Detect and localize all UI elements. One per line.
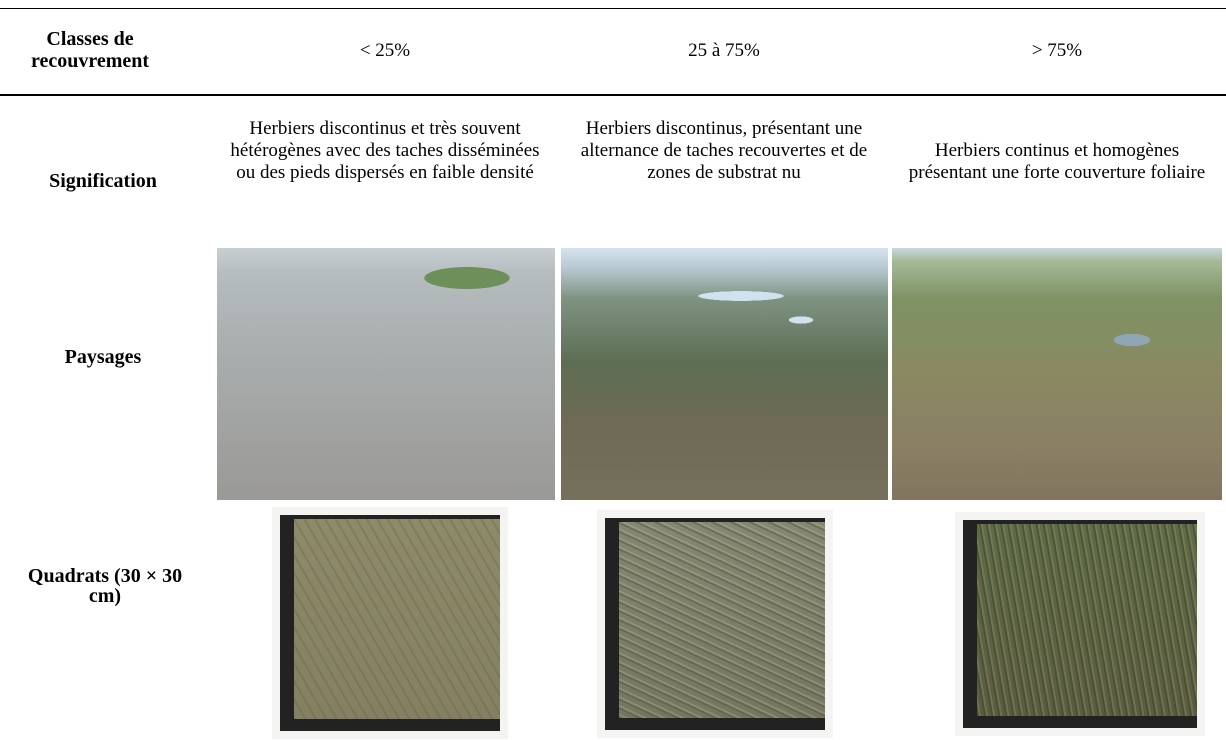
row-label: Paysages (64, 346, 142, 368)
header-cell: 25 à 75% (688, 40, 760, 61)
cell: Herbiers discontinus et très souvent hét… (230, 118, 540, 183)
header-cell: Classes de recouvrement (30, 28, 150, 72)
landscape-photo (892, 248, 1222, 500)
row-label: Signification (49, 170, 157, 192)
cell: Herbiers continus et homogènes présentan… (908, 140, 1206, 183)
top-rule (0, 8, 1226, 9)
landscape-photo (217, 248, 555, 500)
quadrat-photo (272, 507, 508, 739)
quadrat-photo (597, 510, 833, 738)
header-cell: < 25% (359, 40, 411, 61)
header-rule (0, 94, 1226, 96)
header-cell: > 75% (1031, 40, 1083, 61)
quadrat-photo (955, 512, 1205, 736)
row-label: Quadrats (30 × 30 cm) (27, 565, 183, 607)
landscape-photo (561, 248, 888, 500)
cell: Herbiers discontinus, présentant une alt… (580, 118, 868, 183)
